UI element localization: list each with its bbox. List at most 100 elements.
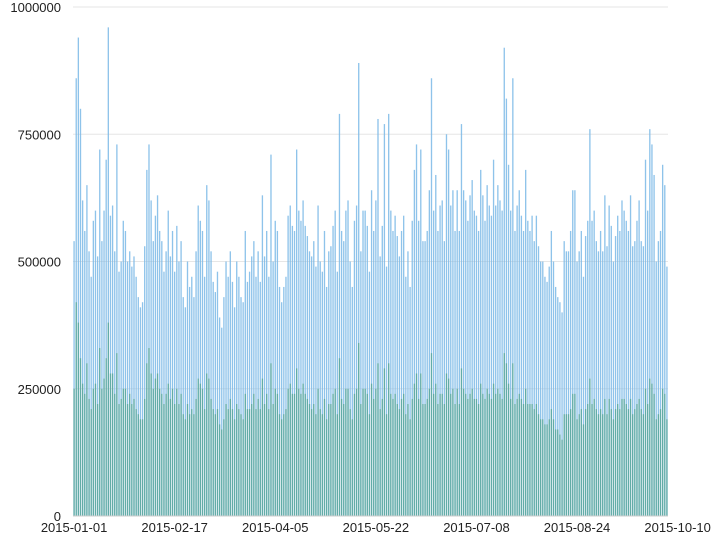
- bar-series-2: [501, 398, 503, 516]
- bar-series-2: [77, 322, 80, 516]
- bar-series-2: [430, 353, 433, 516]
- bar-series-2: [191, 409, 193, 516]
- bar-series-2: [223, 419, 225, 516]
- bar-series-2: [206, 373, 208, 516]
- bar-series-2: [285, 409, 287, 516]
- bar-series-1: [659, 230, 662, 516]
- bar-series-1: [77, 37, 80, 516]
- bar-series-2: [554, 429, 557, 516]
- bar-series-2: [278, 414, 281, 516]
- bar-series-2: [210, 398, 212, 516]
- bar-series-1: [522, 230, 525, 516]
- bar-series-2: [293, 393, 296, 516]
- bar-series-1: [653, 174, 655, 516]
- bar-series-2: [629, 398, 632, 516]
- bar-series-2: [602, 414, 604, 516]
- bar-series-1: [182, 297, 184, 516]
- bar-series-2: [310, 409, 313, 516]
- bar-series-2: [454, 404, 456, 516]
- bar-series-1: [246, 281, 249, 516]
- bar-series-1: [163, 271, 165, 516]
- bar-series-1: [259, 281, 261, 516]
- bar-series-2: [456, 388, 458, 516]
- bar-series-1: [313, 241, 315, 516]
- bar-series-1: [225, 261, 227, 516]
- bar-series-2: [133, 398, 135, 516]
- bar-series-1: [477, 230, 480, 516]
- bar-series-1: [360, 251, 362, 516]
- bar-series-2: [617, 404, 619, 516]
- bar-series-1: [388, 113, 390, 516]
- bar-series-1: [223, 297, 225, 516]
- bar-series-1: [510, 210, 512, 516]
- bar-series-1: [358, 62, 360, 517]
- bar-series-1: [544, 276, 546, 516]
- bar-series-2: [317, 388, 319, 516]
- bar-series-2: [634, 409, 636, 516]
- bar-series-2: [480, 383, 482, 516]
- bar-series-2: [99, 348, 101, 516]
- bar-series-1: [120, 261, 122, 516]
- bar-series-2: [627, 409, 630, 516]
- bar-series-2: [253, 393, 255, 516]
- bar-series-1: [539, 261, 542, 516]
- bar-series-1: [454, 230, 456, 516]
- bar-series-2: [516, 398, 518, 516]
- bar-series-1: [428, 190, 431, 517]
- bar-series-1: [188, 286, 191, 516]
- bar-series-1: [471, 180, 473, 516]
- bar-series-2: [261, 378, 264, 516]
- bar-series-2: [126, 404, 129, 516]
- bar-series-2: [606, 414, 608, 516]
- bar-series-1: [561, 312, 563, 516]
- bar-series-1: [116, 144, 118, 516]
- bar-series-1: [370, 190, 373, 517]
- bar-series-2: [163, 404, 165, 516]
- bar-series-2: [477, 404, 480, 516]
- bar-series-1: [465, 200, 467, 517]
- bar-series-1: [469, 195, 471, 516]
- bar-series-2: [514, 404, 516, 516]
- bar-series-2: [360, 404, 362, 516]
- bar-series-1: [398, 256, 401, 516]
- bar-series-1: [233, 307, 236, 516]
- bar-series-2: [460, 368, 463, 516]
- bar-series-2: [88, 398, 90, 516]
- bar-series-2: [499, 393, 501, 516]
- bar-series-2: [161, 393, 163, 516]
- bar-series-2: [664, 393, 666, 516]
- bar-series-2: [495, 393, 497, 516]
- bar-series-2: [171, 388, 174, 516]
- bar-series-1: [347, 200, 349, 517]
- bar-series-2: [124, 388, 127, 516]
- bar-series-1: [236, 261, 238, 516]
- bar-series-1: [535, 215, 538, 516]
- bar-series-2: [548, 419, 550, 516]
- bar-series-2: [118, 404, 120, 516]
- bar-series-2: [621, 398, 623, 516]
- bar-series-2: [595, 409, 597, 516]
- bar-series-2: [584, 409, 587, 516]
- bar-series-1: [542, 261, 544, 516]
- bar-series-1: [114, 251, 116, 516]
- bar-series-2: [407, 404, 409, 516]
- bar-series-2: [304, 393, 306, 516]
- bar-series-1: [340, 230, 343, 516]
- bar-series-1: [131, 266, 133, 516]
- bar-series-1: [135, 276, 137, 516]
- bar-series-1: [75, 78, 77, 516]
- bar-series-1: [531, 215, 533, 516]
- bar-series-2: [550, 409, 553, 516]
- bar-series-1: [238, 276, 240, 516]
- bar-series-1: [79, 108, 82, 517]
- bar-series-2: [666, 419, 668, 516]
- bar-series-1: [422, 241, 424, 516]
- bar-series-1: [251, 256, 253, 516]
- bar-series-1: [287, 215, 289, 516]
- bar-series-2: [343, 404, 345, 516]
- bar-series-2: [486, 388, 488, 516]
- bar-series-2: [330, 404, 332, 516]
- bar-series-1: [411, 220, 413, 516]
- bar-series-1: [210, 251, 212, 516]
- bar-series-2: [345, 388, 347, 516]
